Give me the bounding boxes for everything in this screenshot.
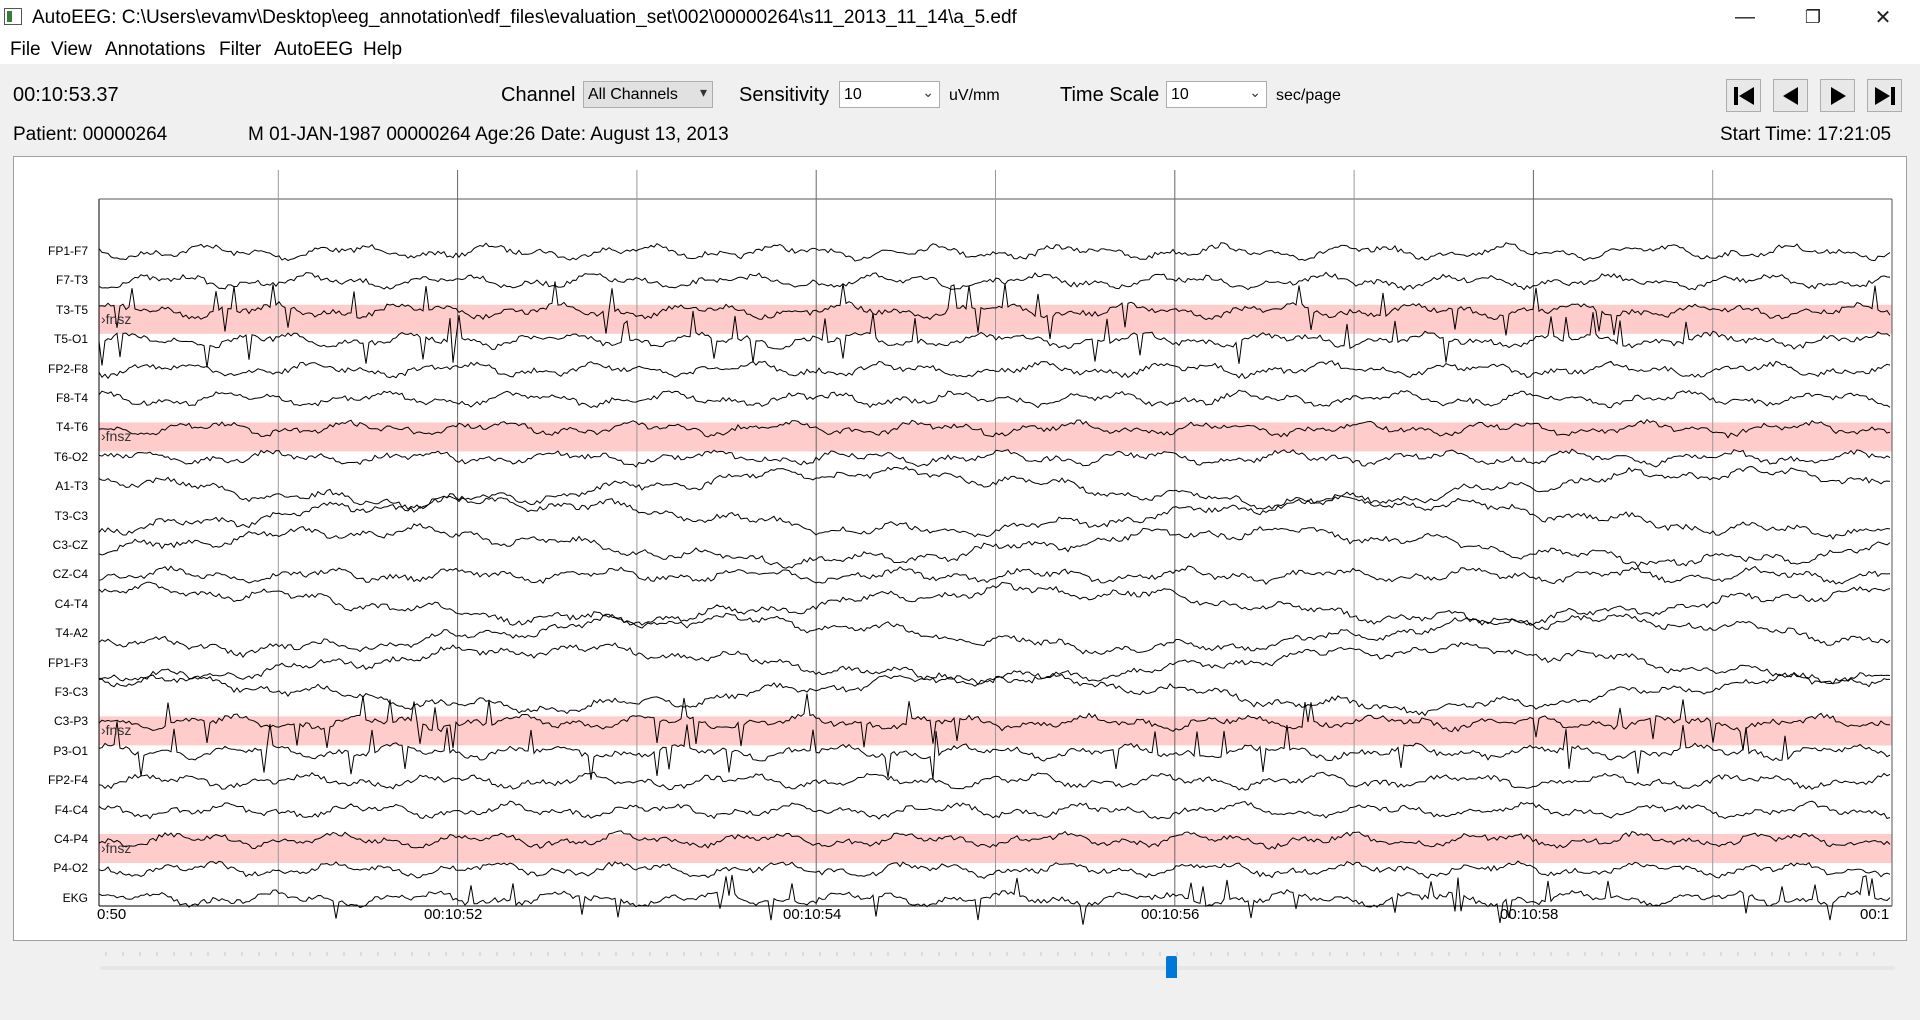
sensitivity-label: Sensitivity — [739, 84, 830, 106]
app-icon — [4, 8, 22, 25]
menu-filter[interactable]: Filter — [219, 39, 262, 60]
channel-label: T6-O2 — [53, 449, 88, 464]
previous-page-icon — [1783, 87, 1798, 105]
skip-to-start-icon — [1734, 87, 1754, 105]
channel-label: P4-O2 — [53, 861, 88, 876]
restore-button[interactable]: ❐ — [1804, 6, 1822, 27]
channel-select[interactable]: All Channels ▾ — [583, 81, 713, 108]
channel-label: P3-O1 — [53, 743, 88, 758]
channel-label: FP1-F7 — [47, 244, 88, 258]
patient-details: M 01-JAN-1987 00000264 Age:26 Date: Augu… — [248, 124, 729, 145]
menu-annotations[interactable]: Annotations — [105, 39, 206, 60]
skip-to-end-button[interactable] — [1867, 79, 1902, 112]
channel-label: F8-T4 — [55, 391, 88, 405]
annotation-label[interactable]: ›fnsz — [101, 428, 132, 445]
timescale-select-value: 10 — [1171, 86, 1189, 103]
channel-select-value: All Channels — [588, 86, 678, 103]
annotation-label[interactable]: ›fnsz — [101, 722, 132, 739]
channel-label: CZ-C4 — [52, 567, 88, 582]
next-page-button[interactable] — [1820, 79, 1855, 112]
timescale-select[interactable]: 10 ⌄ — [1166, 81, 1267, 108]
timescale-label: Time Scale — [1060, 84, 1160, 106]
channel-label: EKG — [62, 890, 88, 905]
time-axis-label: 00:10:56 — [1141, 906, 1200, 923]
time-axis-label: 00:10:52 — [424, 906, 483, 923]
sensitivity-select[interactable]: 10 ⌄ — [839, 81, 940, 108]
annotation-label[interactable]: ›fnsz — [101, 310, 132, 327]
menu-bar: File View Annotations Filter AutoEEG Hel… — [0, 34, 1920, 64]
skip-to-start-button[interactable] — [1726, 79, 1761, 112]
time-axis-label: 00:10:58 — [1500, 906, 1559, 923]
scroll-handle[interactable] — [1166, 956, 1177, 978]
annotation-label[interactable]: ›fnsz — [101, 840, 132, 856]
timescale-unit: sec/page — [1276, 87, 1341, 104]
menu-autoeeg[interactable]: AutoEEG — [274, 39, 354, 60]
time-axis-label: 00:1 — [1860, 906, 1890, 923]
next-page-icon — [1831, 87, 1846, 105]
channel-label: T3-C3 — [54, 508, 88, 523]
sensitivity-unit: uV/mm — [949, 87, 1000, 104]
channel-label: T3-T5 — [55, 302, 88, 317]
time-scrollbar[interactable] — [100, 966, 1895, 970]
skip-to-end-icon — [1875, 87, 1895, 105]
channel-label: A1-T3 — [55, 479, 88, 494]
channel-label: C3-P3 — [53, 714, 88, 729]
channel-label: T4-A2 — [55, 626, 88, 641]
sensitivity-select-value: 10 — [844, 86, 862, 103]
chevron-down-icon: ⌄ — [922, 84, 934, 100]
patient-id: Patient: 00000264 — [13, 124, 168, 145]
close-button[interactable]: ✕ — [1874, 6, 1892, 29]
channel-label: C3-CZ — [52, 538, 88, 552]
channel-label: F4-C4 — [54, 802, 88, 817]
eeg-plot-frame — [13, 156, 1907, 941]
channel-label: FP2-F8 — [47, 361, 88, 376]
chevron-down-icon: ⌄ — [1249, 84, 1261, 100]
channel-label: T4-T6 — [55, 420, 88, 435]
menu-help[interactable]: Help — [363, 39, 403, 60]
title-bar: AutoEEG: C:\Users\evamv\Desktop\eeg_anno… — [0, 0, 1920, 34]
channel-label: C4-T4 — [54, 596, 88, 611]
chevron-down-icon: ▾ — [699, 84, 707, 100]
time-axis-label: 00:10:54 — [783, 906, 842, 923]
menu-file[interactable]: File — [10, 39, 41, 60]
channel-label: FP2-F4 — [47, 773, 88, 788]
time-axis-label: 0:50 — [97, 906, 127, 923]
menu-view[interactable]: View — [51, 39, 92, 60]
scroll-ticks — [105, 952, 1875, 956]
current-time: 00:10:53.37 — [13, 84, 119, 106]
channel-label: Channel — [501, 84, 576, 106]
start-time: Start Time: 17:21:05 — [1720, 124, 1892, 145]
channel-label: F7-T3 — [55, 273, 88, 288]
channel-label: T5-O1 — [53, 332, 88, 347]
previous-page-button[interactable] — [1773, 79, 1808, 112]
channel-label: FP1-F3 — [47, 655, 88, 670]
window-title: AutoEEG: C:\Users\evamv\Desktop\eeg_anno… — [32, 7, 1017, 28]
channel-label: C4-P4 — [53, 832, 88, 846]
minimize-button[interactable]: — — [1735, 5, 1755, 28]
channel-label: F3-C3 — [54, 685, 88, 699]
